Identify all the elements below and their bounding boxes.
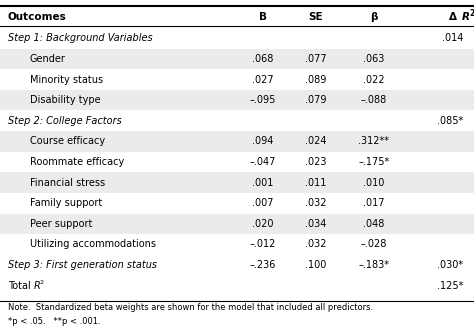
Text: Course efficacy: Course efficacy [30, 136, 105, 146]
Text: .022: .022 [363, 75, 385, 85]
Text: .030*: .030* [437, 260, 463, 270]
Text: .089: .089 [305, 75, 327, 85]
Bar [0, 131, 474, 152]
Text: Peer support: Peer support [30, 219, 92, 229]
Text: B: B [259, 12, 267, 22]
Text: Minority status: Minority status [30, 75, 103, 85]
Bar [0, 90, 474, 111]
Text: R: R [462, 12, 470, 22]
Bar [0, 214, 474, 234]
Text: Disability type: Disability type [30, 95, 100, 105]
Text: Total: Total [8, 281, 34, 291]
Text: .032: .032 [305, 198, 327, 208]
Text: Step 1: Background Variables: Step 1: Background Variables [8, 33, 153, 43]
Text: Family support: Family support [30, 198, 102, 208]
Text: .017: .017 [363, 198, 385, 208]
Text: SE: SE [309, 12, 323, 22]
Bar [0, 49, 474, 69]
Text: –.175*: –.175* [358, 157, 390, 167]
Text: .048: .048 [363, 219, 385, 229]
Text: –.183*: –.183* [358, 260, 390, 270]
Text: R: R [34, 281, 41, 291]
Text: .312**: .312** [358, 136, 390, 146]
Text: .079: .079 [305, 95, 327, 105]
Text: .068: .068 [252, 54, 273, 64]
Text: 2: 2 [469, 9, 474, 18]
Text: .001: .001 [252, 178, 273, 187]
Text: Δ: Δ [449, 12, 457, 22]
Text: .034: .034 [305, 219, 327, 229]
Text: .094: .094 [252, 136, 273, 146]
Text: –.088: –.088 [361, 95, 387, 105]
Text: –.028: –.028 [361, 240, 387, 249]
Text: .085*: .085* [437, 116, 463, 126]
Text: 2: 2 [40, 280, 44, 285]
Text: .077: .077 [305, 54, 327, 64]
Text: .125*: .125* [437, 281, 463, 291]
Text: .014: .014 [442, 33, 463, 43]
Text: Utilizing accommodations: Utilizing accommodations [30, 240, 156, 249]
Text: Gender: Gender [30, 54, 66, 64]
Text: .020: .020 [252, 219, 274, 229]
Text: .032: .032 [305, 240, 327, 249]
Text: Financial stress: Financial stress [30, 178, 105, 187]
Text: Step 2: College Factors: Step 2: College Factors [8, 116, 122, 126]
Text: Roommate efficacy: Roommate efficacy [30, 157, 124, 167]
Bar [0, 172, 474, 193]
Text: –.236: –.236 [250, 260, 276, 270]
Text: .010: .010 [363, 178, 385, 187]
Text: Note.  Standardized beta weights are shown for the model that included all predi: Note. Standardized beta weights are show… [8, 303, 373, 312]
Text: .011: .011 [305, 178, 327, 187]
Text: Outcomes: Outcomes [8, 12, 67, 22]
Text: .023: .023 [305, 157, 327, 167]
Text: –.012: –.012 [250, 240, 276, 249]
Text: .024: .024 [305, 136, 327, 146]
Text: .063: .063 [363, 54, 385, 64]
Text: .007: .007 [252, 198, 274, 208]
Text: –.095: –.095 [250, 95, 276, 105]
Text: *p < .05.   **p < .001.: *p < .05. **p < .001. [8, 318, 100, 327]
Text: –.047: –.047 [250, 157, 276, 167]
Text: .027: .027 [252, 75, 274, 85]
Text: Step 3: First generation status: Step 3: First generation status [8, 260, 157, 270]
Text: .100: .100 [305, 260, 327, 270]
Text: β: β [370, 12, 378, 22]
